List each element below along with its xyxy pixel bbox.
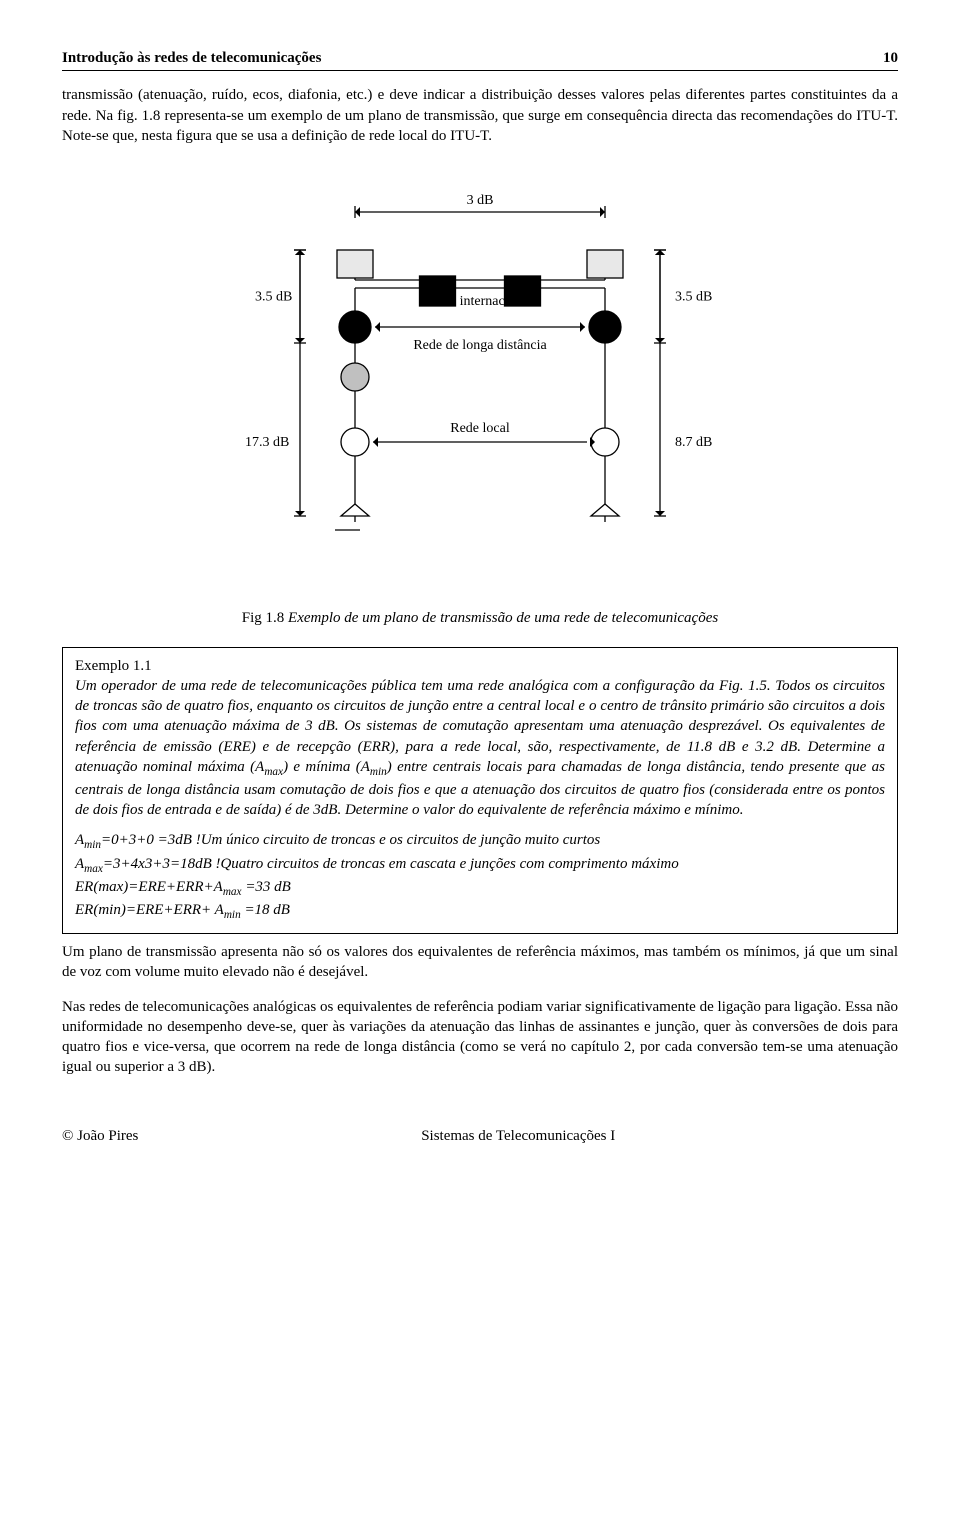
svg-text:3 dB: 3 dB [467, 193, 494, 208]
example-title: Exemplo 1.1 [75, 656, 885, 676]
svg-text:17.3 dB: 17.3 dB [245, 435, 289, 450]
svg-text:8.7 dB: 8.7 dB [675, 435, 712, 450]
svg-text:3.5 dB: 3.5 dB [255, 290, 292, 305]
svg-text:Rede de longa distância: Rede de longa distância [413, 338, 547, 353]
header-page-number: 10 [883, 48, 898, 68]
intro-paragraph: transmissão (atenuação, ruído, ecos, dia… [62, 85, 898, 146]
figure-block: 3 dB 3.5 dB 3.5 dB 17.3 dB 8.7 dB Rede intern… [62, 172, 898, 578]
post-paragraph-1: Um plano de transmissão apresenta não só… [62, 942, 898, 983]
example-calculations: Amin=0+3+0 =3dB !Um único circuito de tr… [75, 830, 885, 923]
post-paragraph-2: Nas redes de telecomunicações analógicas… [62, 997, 898, 1078]
figure-caption-text: Exemplo de um plano de transmissão de um… [288, 610, 718, 626]
transmission-plan-diagram: 3 dB 3.5 dB 3.5 dB 17.3 dB 8.7 dB Rede intern… [200, 172, 760, 572]
svg-text:Rede local: Rede local [450, 421, 510, 436]
example-box: Exemplo 1.1 Um operador de uma rede de t… [62, 647, 898, 935]
header-rule [62, 70, 898, 71]
figure-caption-prefix: Fig 1.8 [242, 610, 288, 626]
svg-text:3.5 dB: 3.5 dB [675, 290, 712, 305]
svg-text:Rede internacional: Rede internacional [427, 294, 532, 309]
footer-title: Sistemas de Telecomunicações I [421, 1126, 615, 1146]
diagram-svg-container: 3 dB 3.5 dB 3.5 dB 17.3 dB 8.7 dB Rede intern… [200, 172, 760, 578]
footer-author: © João Pires [62, 1126, 138, 1146]
figure-caption: Fig 1.8 Exemplo de um plano de transmiss… [62, 608, 898, 628]
example-body: Um operador de uma rede de telecomunicaç… [75, 676, 885, 821]
header-title: Introdução às redes de telecomunicações [62, 48, 321, 68]
page-header: Introdução às redes de telecomunicações … [62, 48, 898, 68]
page-footer: © João Pires Sistemas de Telecomunicaçõe… [62, 1126, 898, 1146]
